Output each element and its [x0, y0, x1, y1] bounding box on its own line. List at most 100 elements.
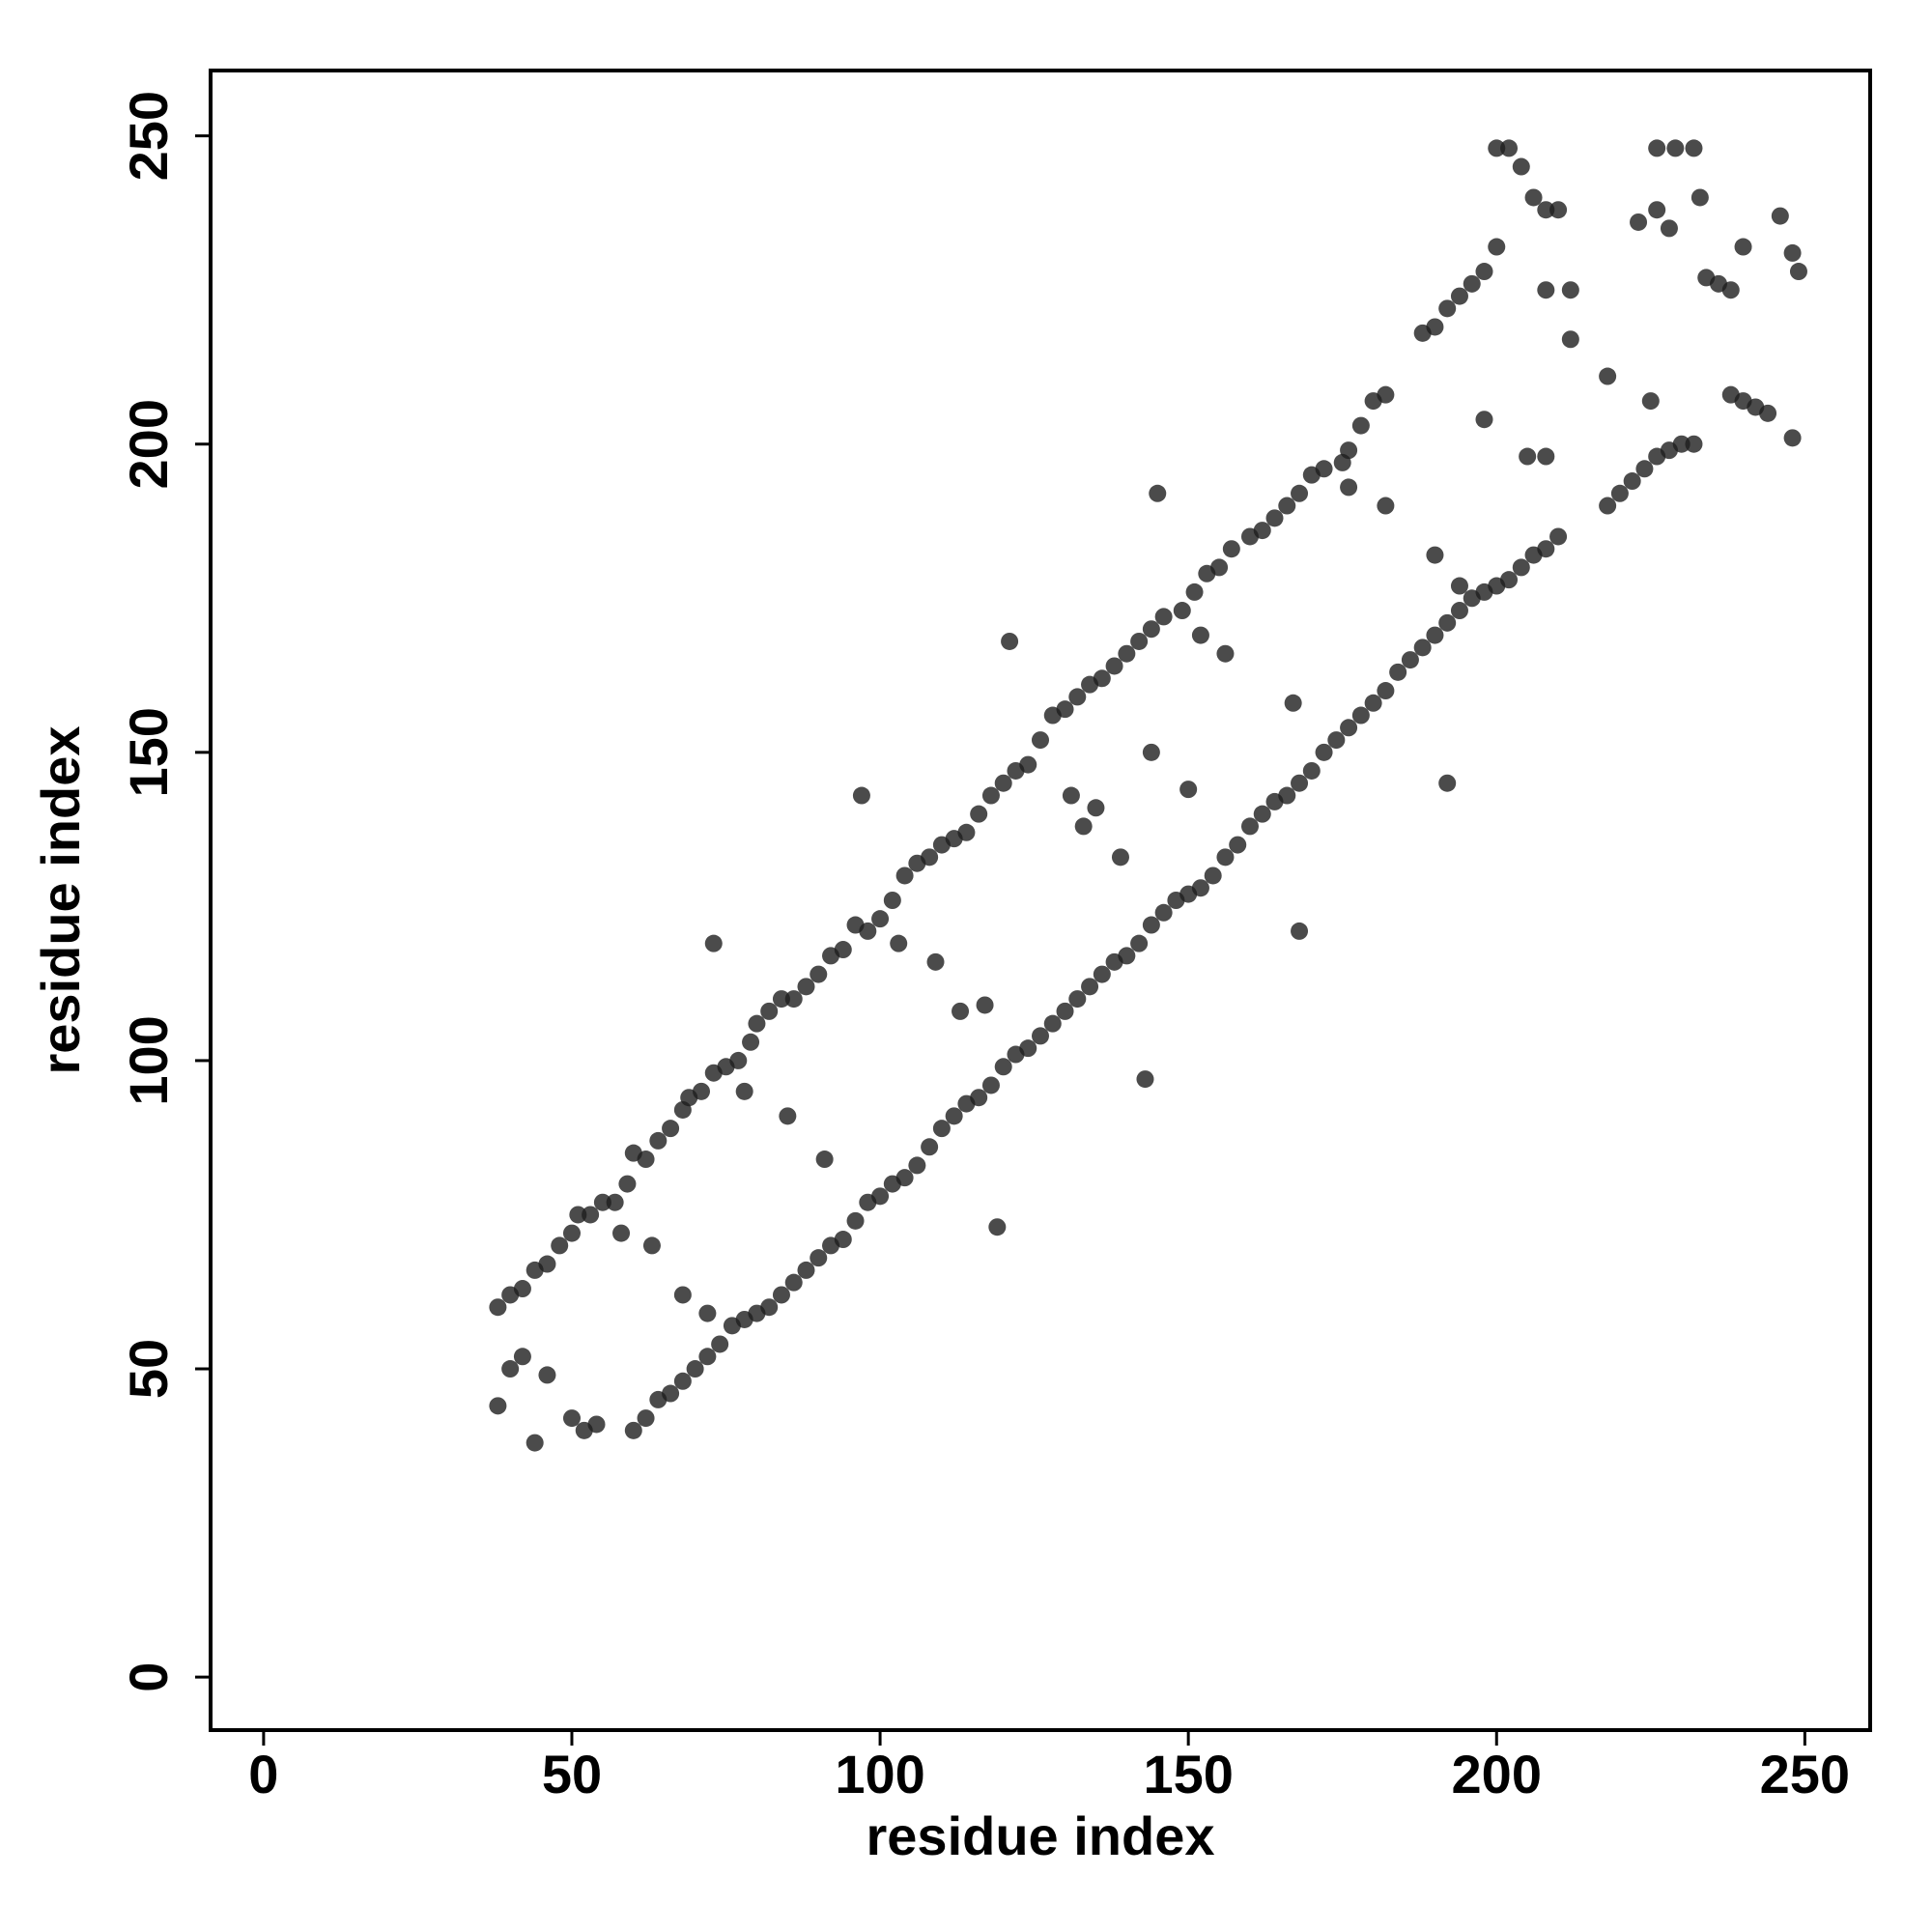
point [1216, 644, 1235, 663]
point [1685, 139, 1703, 157]
point [1149, 484, 1167, 502]
y-tick-label: 150 [118, 707, 179, 797]
point [637, 1151, 655, 1169]
point [1377, 682, 1395, 700]
x-tick-label: 250 [1760, 1744, 1850, 1804]
point [729, 1051, 748, 1069]
point [797, 978, 815, 996]
point [871, 910, 890, 928]
point [1426, 546, 1444, 564]
point [1081, 978, 1099, 996]
point [1191, 626, 1209, 644]
point [908, 1156, 926, 1175]
point [1291, 922, 1309, 940]
point [1302, 761, 1321, 780]
point [1783, 429, 1802, 447]
point [1130, 632, 1149, 650]
point [1240, 817, 1259, 836]
point [1204, 867, 1222, 885]
point [772, 1286, 790, 1304]
point [1512, 157, 1530, 176]
point [1549, 527, 1568, 546]
point [1291, 484, 1309, 502]
point [871, 1187, 890, 1206]
point [883, 892, 901, 909]
point [1105, 657, 1123, 675]
point [1253, 805, 1271, 823]
point [1284, 694, 1302, 712]
point [489, 1397, 507, 1415]
point [562, 1224, 581, 1242]
point [1599, 497, 1617, 515]
point [1074, 817, 1093, 836]
point [1450, 287, 1468, 305]
point [1229, 836, 1247, 854]
point [1340, 478, 1358, 497]
point [538, 1255, 556, 1273]
point [1771, 207, 1789, 225]
point [797, 1261, 815, 1279]
point [1438, 299, 1457, 318]
point [1734, 238, 1752, 256]
point [1450, 602, 1468, 620]
point [704, 934, 723, 952]
point [810, 1249, 828, 1267]
y-tick-label: 0 [118, 1662, 179, 1692]
point [587, 1415, 606, 1434]
point [513, 1280, 531, 1298]
point [593, 1193, 611, 1211]
point [1537, 540, 1555, 558]
point [1179, 781, 1198, 799]
point [1512, 558, 1530, 577]
point [1401, 651, 1419, 669]
point [692, 1082, 710, 1100]
point [513, 1348, 531, 1366]
point [1426, 318, 1444, 336]
point [1783, 243, 1802, 262]
point [1118, 644, 1136, 663]
point [1475, 411, 1493, 429]
point [489, 1298, 507, 1317]
point [1222, 540, 1240, 558]
point [1056, 1002, 1074, 1020]
x-tick-label: 150 [1143, 1744, 1233, 1804]
point [988, 1218, 1007, 1236]
point [606, 1193, 624, 1211]
point [945, 1107, 963, 1125]
point [624, 1421, 642, 1439]
point [932, 1120, 951, 1138]
point [711, 1335, 729, 1353]
point [976, 996, 994, 1014]
point [890, 934, 908, 952]
x-tick-label: 200 [1452, 1744, 1542, 1804]
y-tick-label: 250 [118, 91, 179, 181]
point [1413, 639, 1432, 657]
point [760, 1298, 779, 1317]
point [921, 1138, 939, 1156]
point [921, 848, 939, 867]
point [1062, 786, 1080, 805]
point [1789, 263, 1807, 281]
point [1351, 416, 1370, 435]
point [1278, 497, 1296, 515]
point [1019, 1039, 1037, 1058]
point [551, 1236, 569, 1255]
point [1537, 201, 1555, 219]
point [1216, 848, 1235, 867]
point [1093, 669, 1111, 688]
point [1623, 472, 1641, 491]
point [1685, 435, 1703, 453]
point [1043, 1014, 1062, 1033]
point [1253, 522, 1271, 540]
point [748, 1014, 766, 1033]
point [1142, 743, 1160, 761]
point [895, 867, 914, 885]
x-tick-label: 0 [248, 1744, 278, 1804]
point [810, 965, 828, 983]
point [1087, 799, 1105, 817]
point [1537, 447, 1555, 466]
point [1111, 848, 1129, 867]
point [1500, 139, 1519, 157]
point [569, 1206, 587, 1224]
